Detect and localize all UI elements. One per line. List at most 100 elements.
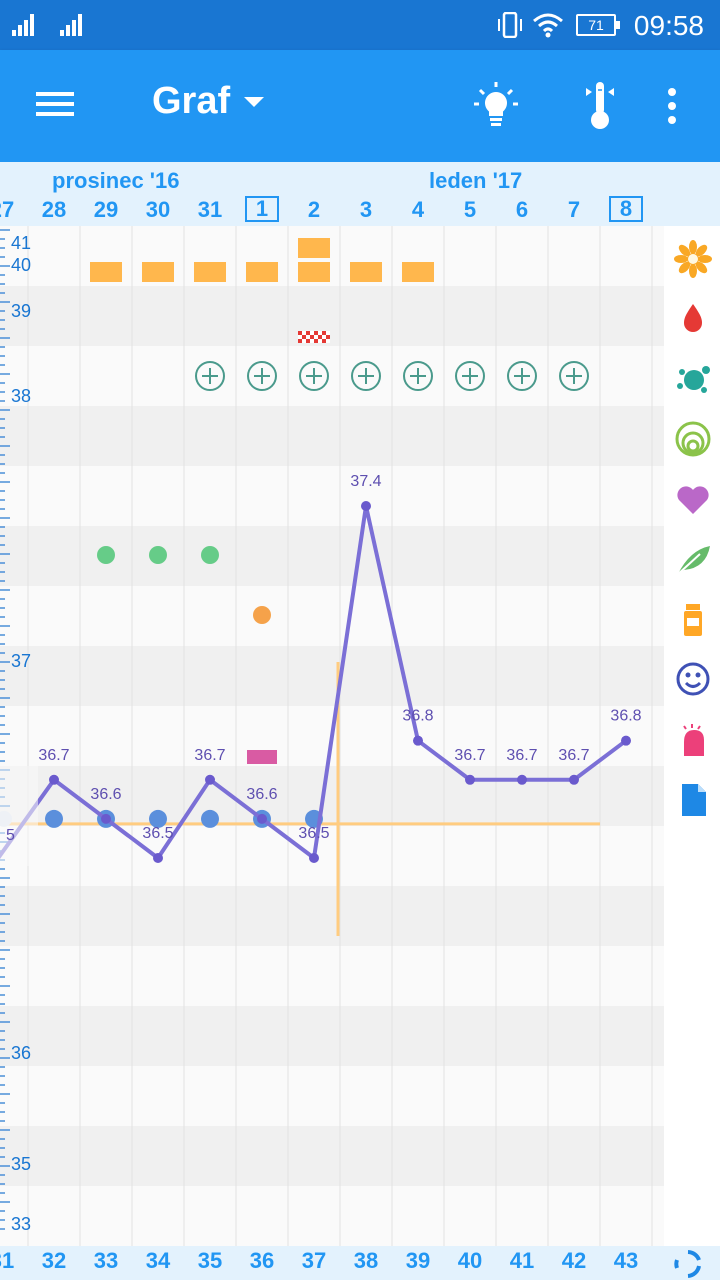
day-label[interactable]: 31 <box>197 197 223 222</box>
symptom-sidebar <box>664 226 720 1246</box>
temperature-point[interactable] <box>517 774 527 785</box>
orange-dot-marker[interactable] <box>253 606 271 624</box>
day-label[interactable]: 7 <box>567 197 581 222</box>
test-positive-icon[interactable] <box>559 361 589 391</box>
grid-band <box>0 1006 664 1066</box>
spotting-marker <box>310 339 314 343</box>
green-dot-marker[interactable] <box>149 546 167 564</box>
day-label[interactable]: 28 <box>41 197 67 222</box>
period-marker[interactable] <box>142 262 174 282</box>
period-marker[interactable] <box>402 262 434 282</box>
day-label[interactable]: 27 <box>0 197 15 222</box>
test-positive-icon[interactable] <box>351 361 381 391</box>
splash-icon[interactable] <box>670 356 716 402</box>
period-marker[interactable] <box>298 262 330 282</box>
y-axis-label: 39 <box>11 301 31 321</box>
period-marker[interactable] <box>194 262 226 282</box>
green-dot-marker[interactable] <box>201 546 219 564</box>
cycle-day-label: 38 <box>353 1248 379 1273</box>
period-marker[interactable] <box>298 238 330 258</box>
date-header: prosinec '16 leden '17 27 28 29 30 31 1 2 3 4 5 6 7… <box>0 162 720 226</box>
edge-point-label: 5 <box>6 827 15 844</box>
test-positive-icon[interactable] <box>507 361 537 391</box>
temperature-point[interactable] <box>621 735 631 746</box>
temperature-point[interactable] <box>309 853 319 863</box>
spotting-marker <box>306 339 310 343</box>
test-positive-icon[interactable] <box>299 361 329 391</box>
y-axis-label: 38 <box>11 386 31 406</box>
blue-dot-marker[interactable] <box>149 809 167 828</box>
pink-bar-marker[interactable] <box>247 750 277 764</box>
test-positive-icon[interactable] <box>195 361 225 391</box>
grid-band <box>0 406 664 466</box>
temperature-point[interactable] <box>569 774 579 785</box>
day-label[interactable]: 4 <box>411 197 425 222</box>
edge-fade <box>0 766 38 866</box>
blue-dot-marker[interactable] <box>45 809 63 828</box>
lightbulb-icon[interactable] <box>468 78 524 134</box>
smiley-icon[interactable] <box>670 656 716 702</box>
day-label[interactable]: 1 <box>245 196 279 222</box>
pill-bottle-icon[interactable] <box>670 596 716 642</box>
page-title: Graf <box>152 80 231 122</box>
spotting-marker <box>306 331 310 335</box>
note-icon[interactable] <box>670 776 716 822</box>
cycle-day-label: 42 <box>561 1248 587 1273</box>
cervix-icon[interactable] <box>670 716 716 762</box>
spotting-marker <box>318 335 322 339</box>
period-marker[interactable] <box>350 262 382 282</box>
days-row: 27 28 29 30 31 1 2 3 4 5 6 7 8 <box>0 196 720 226</box>
sync-icon[interactable] <box>672 1248 704 1280</box>
grid-band <box>0 586 664 646</box>
day-label[interactable]: 29 <box>93 197 119 222</box>
temperature-point-label: 36.6 <box>246 786 277 803</box>
rings-icon[interactable] <box>670 416 716 462</box>
temperature-point[interactable] <box>257 813 267 824</box>
day-label[interactable]: 2 <box>307 197 321 222</box>
temperature-point[interactable] <box>465 774 475 785</box>
day-label[interactable]: 8 <box>609 196 643 222</box>
temperature-point[interactable] <box>361 501 371 511</box>
grid-band <box>0 646 664 706</box>
view-selector[interactable]: Graf <box>152 80 265 123</box>
cycle-day-label: 37 <box>301 1248 327 1273</box>
y-axis-label: 40 <box>11 255 31 275</box>
day-label[interactable]: 30 <box>145 197 171 222</box>
temperature-point[interactable] <box>413 735 423 746</box>
period-marker[interactable] <box>246 262 278 282</box>
temperature-point-label: 37.4 <box>350 473 381 490</box>
temperature-point[interactable] <box>205 774 215 785</box>
spotting-marker <box>298 331 302 335</box>
cycle-day-label: 36 <box>249 1248 275 1273</box>
temperature-point[interactable] <box>153 853 163 863</box>
signal-sim1-icon <box>12 14 34 36</box>
green-dot-marker[interactable] <box>97 546 115 564</box>
test-positive-icon[interactable] <box>403 361 433 391</box>
day-label[interactable]: 5 <box>463 197 477 222</box>
menu-icon[interactable] <box>30 86 82 126</box>
leaf-icon[interactable] <box>670 536 716 582</box>
temperature-point[interactable] <box>101 813 111 824</box>
flower-icon[interactable] <box>670 236 716 282</box>
day-label[interactable]: 3 <box>359 197 373 222</box>
wifi-icon <box>533 13 563 38</box>
test-positive-icon[interactable] <box>247 361 277 391</box>
more-vert-icon[interactable] <box>644 78 700 134</box>
cycle-day-label: 32 <box>41 1248 67 1273</box>
temperature-point-label: 36.7 <box>38 747 69 764</box>
temperature-point-label: 36.8 <box>610 708 641 725</box>
spotting-marker <box>302 335 306 339</box>
test-positive-icon[interactable] <box>455 361 485 391</box>
blue-dot-marker[interactable] <box>201 809 219 828</box>
blood-drop-icon[interactable] <box>670 296 716 342</box>
day-label[interactable]: 6 <box>515 197 529 222</box>
spotting-marker <box>298 335 302 339</box>
temperature-point-label: 36.7 <box>558 747 589 764</box>
thermometer-icon[interactable] <box>572 78 628 134</box>
period-marker[interactable] <box>90 262 122 282</box>
temperature-point[interactable] <box>49 774 59 785</box>
spotting-marker <box>302 339 306 343</box>
chart-area[interactable]: 41 40 39 38 37 36 35 33 5 36.7 36.6 36.5 36.7 36.6 36.… <box>0 226 664 1246</box>
heart-icon[interactable] <box>670 476 716 522</box>
